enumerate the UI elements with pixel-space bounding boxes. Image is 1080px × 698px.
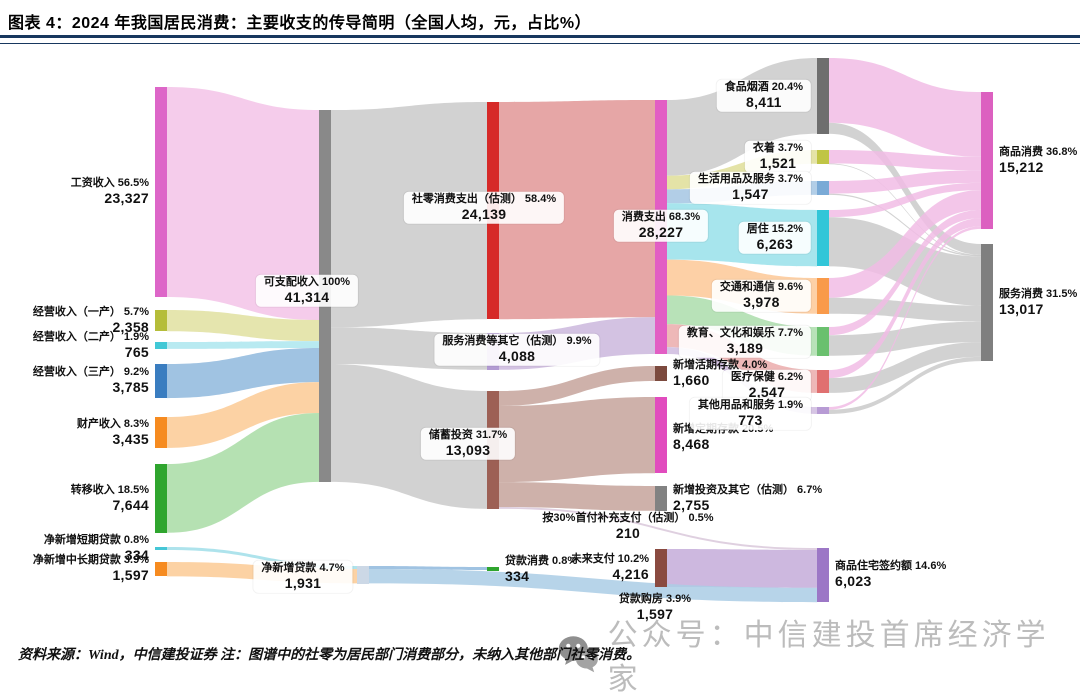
node-new-time-deposits bbox=[655, 397, 667, 473]
flow-other-goods-services-to-services-consumption bbox=[829, 356, 981, 414]
node-transfer-income bbox=[155, 464, 167, 533]
node-new-investment-other bbox=[655, 486, 667, 511]
flow-healthcare-to-goods-consumption bbox=[829, 218, 981, 379]
flow-savings-investment-to-new-investment-other bbox=[499, 482, 655, 511]
flow-net-new-loans-to-housing-contract-value bbox=[369, 569, 817, 603]
flow-housing-to-goods-consumption bbox=[829, 182, 981, 218]
node-label-healthcare: 医疗保健 6.2% 2,547 bbox=[722, 369, 811, 403]
flow-savings-investment-to-housing-contract-value bbox=[499, 506, 817, 550]
node-household-goods-services bbox=[817, 181, 829, 195]
node-label-consumption-expenditure: 消费支出 68.3% 28,227 bbox=[613, 209, 709, 243]
node-food-tobacco-alcohol bbox=[817, 58, 829, 134]
flow-transport-communication-to-goods-consumption bbox=[829, 190, 981, 298]
node-label-service-consumption-other: 服务消费等其它（估测） 9.9% 4,088 bbox=[434, 333, 600, 367]
node-label-new-demand-deposits: 新增活期存款 4.0% 1,660 bbox=[673, 358, 768, 388]
flow-housing-to-services-consumption bbox=[829, 217, 981, 306]
flow-food-tobacco-alcohol-to-goods-consumption bbox=[829, 58, 981, 157]
node-label-property-income: 财产收入 8.3% 3,435 bbox=[76, 417, 149, 447]
node-label-net-new-short-term-loans: 净新增短期贷款 0.8% 334 bbox=[43, 533, 149, 563]
node-operating-income-primary bbox=[155, 310, 167, 331]
flow-transport-communication-to-services-consumption bbox=[829, 297, 981, 322]
flow-disposable-income-to-savings-investment bbox=[331, 364, 487, 509]
node-loan-consumption bbox=[487, 567, 499, 571]
node-label-housing-contract-value: 商品住宅签约额 14.6% 6,023 bbox=[835, 559, 947, 590]
flow-operating-income-primary-to-disposable-income bbox=[167, 310, 319, 342]
node-label-new-investment-other: 新增投资及其它（估测） 6.7% 2,755 bbox=[673, 483, 823, 513]
node-transport-communication bbox=[817, 278, 829, 314]
node-label-transfer-income: 转移收入 18.5% 7,644 bbox=[70, 483, 149, 513]
flow-label-net-new-loans-to-housing-contract-value: 贷款购房 3.9% 1,597 bbox=[618, 592, 692, 623]
node-healthcare bbox=[817, 370, 829, 393]
wechat-icon bbox=[558, 636, 598, 673]
node-salary-income bbox=[155, 87, 167, 297]
node-label-education-culture-entertainment: 教育、文化和娱乐 7.7% 3,189 bbox=[678, 325, 811, 358]
flow-household-goods-services-to-services-consumption bbox=[829, 193, 981, 257]
flow-savings-investment-to-new-time-deposits bbox=[499, 397, 655, 483]
flow-transfer-income-to-disposable-income bbox=[167, 413, 319, 533]
node-label-other-goods-services: 其他用品和服务 1.9% 773 bbox=[689, 397, 811, 431]
node-net-new-loans bbox=[357, 566, 369, 584]
flow-clothing-to-services-consumption bbox=[829, 163, 981, 256]
flow-other-goods-services-to-goods-consumption bbox=[829, 226, 981, 410]
node-net-new-short-term-loans bbox=[155, 547, 167, 550]
node-label-retail-consumption-expenditure: 社零消费支出（估测） 58.4% 24,139 bbox=[403, 191, 565, 225]
node-education-culture-entertainment bbox=[817, 327, 829, 356]
node-property-income bbox=[155, 417, 167, 448]
figure-title: 图表 4：2024 年我国居民消费：主要收支的传导简明（全国人均，元，占比%） bbox=[8, 15, 592, 32]
node-net-new-mid-long-term-loans bbox=[155, 562, 167, 576]
flow-operating-income-tertiary-to-disposable-income bbox=[167, 348, 319, 399]
flow-future-payment-to-housing-contract-value bbox=[667, 549, 817, 588]
flow-education-culture-entertainment-to-services-consumption bbox=[829, 321, 981, 356]
watermark-text: 公众号：中信建投首席经济学家 bbox=[607, 619, 1050, 696]
flow-household-goods-services-to-goods-consumption bbox=[829, 170, 981, 194]
node-label-operating-income-secondary: 经营收入（二产） 1.9% 765 bbox=[32, 330, 149, 360]
node-label-salary-income: 工资收入 56.5% 23,327 bbox=[70, 176, 149, 207]
flow-net-new-short-term-loans-to-net-new-loans bbox=[167, 547, 357, 570]
flow-food-tobacco-alcohol-to-services-consumption bbox=[829, 122, 981, 255]
node-services-consumption bbox=[981, 244, 993, 361]
flow-healthcare-to-services-consumption bbox=[829, 342, 981, 393]
node-label-savings-investment: 储蓄投资 31.7% 13,093 bbox=[420, 427, 516, 461]
title-divider bbox=[0, 35, 1080, 44]
node-label-clothing: 衣着 3.7% 1,521 bbox=[744, 140, 811, 174]
node-label-transport-communication: 交通和通信 9.6% 3,978 bbox=[711, 279, 811, 313]
flow-savings-investment-to-new-demand-deposits bbox=[499, 366, 655, 406]
node-housing-contract-value bbox=[817, 548, 829, 602]
node-label-household-goods-services: 生活用品及服务 3.7% 1,547 bbox=[689, 171, 811, 205]
node-future-payment bbox=[655, 549, 667, 587]
node-label-goods-consumption: 商品消费 36.8% 15,212 bbox=[999, 145, 1078, 175]
node-label-housing: 居住 15.2% 6,263 bbox=[738, 221, 811, 255]
flow-operating-income-secondary-to-disposable-income bbox=[167, 341, 319, 349]
node-label-operating-income-primary: 经营收入（一产） 5.7% 2,358 bbox=[32, 305, 149, 335]
flow-retail-consumption-expenditure-to-consumption-expenditure bbox=[499, 100, 655, 320]
node-label-services-consumption: 服务消费 31.5% 13,017 bbox=[999, 287, 1078, 317]
node-label-disposable-income: 可支配收入 100% 41,314 bbox=[255, 274, 359, 308]
node-operating-income-tertiary bbox=[155, 364, 167, 398]
node-label-net-new-loans: 净新增贷款 4.7% 1,931 bbox=[253, 560, 353, 594]
node-other-goods-services bbox=[817, 407, 829, 414]
flow-education-culture-entertainment-to-goods-consumption bbox=[829, 209, 981, 336]
node-label-operating-income-tertiary: 经营收入（三产） 9.2% 3,785 bbox=[32, 365, 149, 396]
flow-property-income-to-disposable-income bbox=[167, 382, 319, 448]
source-note: 资料来源：Wind，中信建投证券 注：图谱中的社零为居民部门消费部分，未纳入其他… bbox=[18, 648, 641, 663]
node-label-future-payment: 未来支付 10.2% 4,216 bbox=[570, 552, 649, 583]
flow-salary-income-to-disposable-income bbox=[167, 87, 319, 320]
node-goods-consumption bbox=[981, 92, 993, 229]
node-housing bbox=[817, 210, 829, 266]
node-label-net-new-mid-long-term-loans: 净新增中长期贷款 3.9% 1,597 bbox=[32, 553, 149, 584]
node-clothing bbox=[817, 150, 829, 164]
flow-label-savings-investment-to-housing-contract-value: 按30%首付补充支付（估测） 0.5% 210 bbox=[542, 511, 714, 542]
node-operating-income-secondary bbox=[155, 342, 167, 349]
flow-net-new-loans-to-loan-consumption bbox=[369, 566, 487, 571]
watermark: 公众号：中信建投首席经济学家 bbox=[556, 610, 1080, 698]
node-label-food-tobacco-alcohol: 食品烟酒 20.4% 8,411 bbox=[716, 79, 811, 113]
flow-clothing-to-goods-consumption bbox=[829, 150, 981, 171]
node-label-loan-consumption: 贷款消费 0.8% 334 bbox=[505, 554, 578, 585]
node-new-demand-deposits bbox=[655, 366, 667, 381]
